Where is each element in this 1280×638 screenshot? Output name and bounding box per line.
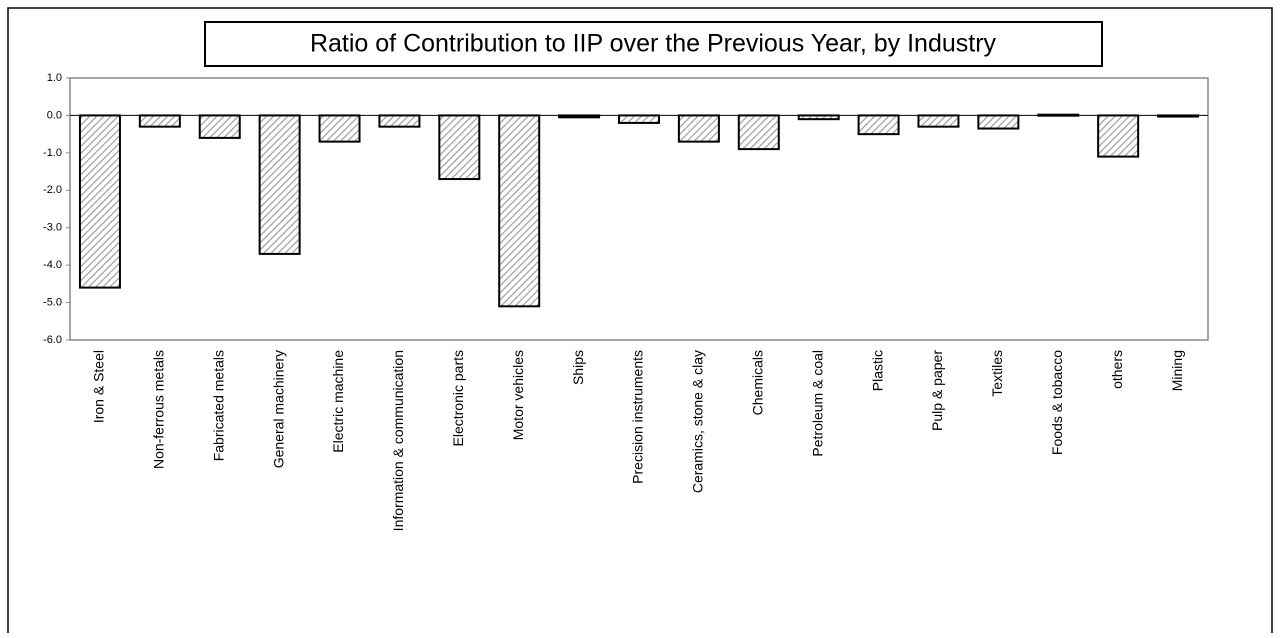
x-tick-label: Electric machine (330, 350, 346, 453)
bar (977, 114, 1020, 130)
bar (857, 114, 900, 136)
bar (198, 114, 241, 139)
y-tick-label: -4.0 (43, 259, 62, 271)
x-tick-label: Foods & tobacco (1049, 350, 1065, 455)
bar (438, 114, 481, 181)
bar (138, 114, 181, 128)
bar (737, 114, 780, 151)
bar (498, 114, 541, 308)
y-tick-label: -2.0 (43, 184, 62, 196)
x-tick-label: Pulp & paper (929, 350, 945, 431)
bar (917, 114, 960, 128)
y-tick-label: -3.0 (43, 222, 62, 234)
x-tick-label: Iron & Steel (91, 350, 107, 423)
x-tick-label: Petroleum & coal (809, 350, 825, 457)
x-tick-label: Chemicals (749, 350, 765, 415)
x-tick-label: Ships (570, 350, 586, 385)
y-tick-label: -5.0 (43, 296, 62, 308)
y-tick-label: 1.0 (47, 72, 62, 84)
x-tick-label: Textiles (989, 350, 1005, 397)
y-tick-label: 0.0 (47, 109, 62, 121)
plot-border (69, 77, 1209, 341)
x-tick-label: Mining (1169, 350, 1185, 391)
x-tick-label: Electronic parts (450, 350, 466, 446)
title-box (204, 21, 1103, 67)
x-tick-label: Non-ferrous metals (151, 350, 167, 469)
bar (258, 114, 301, 255)
bar (618, 114, 660, 124)
bar (318, 114, 361, 143)
x-tick-label: Plastic (869, 350, 885, 391)
x-tick-label: General machinery (270, 350, 286, 468)
bar (1097, 114, 1140, 158)
chart-title: Ratio of Contribution to IIP over the Pr… (310, 30, 997, 58)
bar (797, 114, 840, 121)
y-tick-label: -6.0 (43, 334, 62, 346)
x-tick-label: Precision instruments (630, 350, 646, 484)
bar (378, 114, 421, 128)
x-tick-label: Information & communication (390, 350, 406, 531)
chart-border (7, 7, 1273, 638)
y-tick-label: -1.0 (43, 147, 62, 159)
bar (677, 114, 720, 143)
bar (78, 114, 121, 289)
x-tick-label: Ceramics, stone & clay (690, 350, 706, 493)
x-tick-label: others (1109, 350, 1125, 389)
x-tick-label: Fabricated metals (210, 350, 226, 461)
x-tick-label: Motor vehicles (510, 350, 526, 440)
